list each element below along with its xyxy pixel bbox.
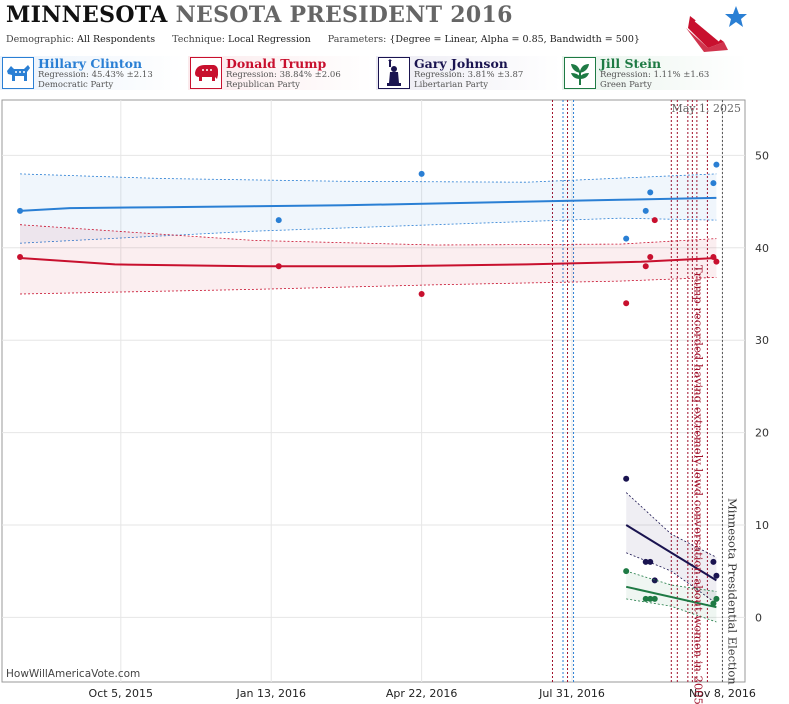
annotation-label: Minnesota Presidential Election [725,498,739,685]
candidate-regression: Regression: 3.81% ±3.87 [414,70,524,80]
candidate-clinton: Hillary Clinton Regression: 45.43% ±2.13… [0,56,185,90]
candidate-name: Gary Johnson [414,56,508,71]
data-point [642,558,649,565]
band-lower-line [626,552,717,604]
data-point [642,595,649,602]
title-sub: NESOTA PRESIDENT 2016 [175,2,513,28]
data-point [642,207,649,214]
x-tick-label: Jan 13, 2016 [236,687,306,700]
confidence-band [20,224,717,294]
date-stamp: May 1, 2025 [671,102,741,115]
data-point [418,170,425,177]
statue-of-liberty-icon [378,57,410,89]
header: MINNESOTA NESOTA PRESIDENT 2016 Demograp… [0,0,789,92]
candidate-johnson: Gary Johnson Regression: 3.81% ±3.87 Lib… [376,56,561,90]
data-point [651,577,658,584]
data-point [642,263,649,270]
candidate-name: Hillary Clinton [38,56,143,71]
data-point [623,300,630,307]
data-point [17,254,24,261]
data-point [710,558,717,565]
candidate-regression: Regression: 38.84% ±2.06 [226,70,341,80]
parameters-line: Demographic: All Respondents Technique: … [6,34,640,45]
band-lower-line [626,598,717,623]
candidate-regression: Regression: 45.43% ±2.13 [38,70,153,80]
trend-line [625,524,717,582]
band-upper-line [625,492,717,558]
candidate-party: Green Party [600,80,652,90]
y-tick-label: 10 [755,519,769,532]
data-point [647,595,654,602]
x-tick-label: Jul 31, 2016 [538,687,605,700]
x-tick-label: Nov 8, 2016 [689,687,756,700]
data-point [647,558,654,565]
site-credit: HowWillAmericaVote.com [6,668,141,680]
confidence-band [20,173,717,244]
data-point [17,207,24,214]
candidate-party: Libertarian Party [414,80,489,90]
trend-line [19,196,717,212]
candidate-name: Donald Trump [226,56,327,71]
page-title: MINNESOTA NESOTA PRESIDENT 2016 [6,2,513,28]
demographic-value: All Respondents [77,34,156,45]
data-point [713,595,720,602]
elephant-icon [190,57,222,89]
candidate-stein: Jill Stein Regression: 1.11% ±1.63 Green… [562,56,747,90]
annotation-label: Trump recorded having extremely lewd con… [691,265,705,704]
y-tick-label: 30 [755,334,769,347]
data-point [713,258,720,265]
logo-icon [686,6,747,52]
band-upper-line [19,224,717,246]
y-tick-label: 50 [755,149,769,162]
y-tick-label: 0 [755,611,762,624]
candidate-party: Republican Party [226,80,300,90]
data-point [623,235,630,242]
data-point [713,572,720,579]
data-point [651,595,658,602]
donkey-icon [2,57,34,89]
technique-value: Local Regression [228,34,311,45]
technique-label: Technique: [172,34,225,45]
plot-frame [1,99,746,683]
trend-line [19,257,717,268]
y-tick-label: 40 [755,242,769,255]
data-point [710,254,717,261]
parameters-label: Parameters: [327,34,387,45]
y-tick-label: 20 [755,427,769,440]
x-tick-label: Apr 22, 2016 [386,687,458,700]
data-point [275,217,282,224]
band-lower-line [19,277,717,295]
data-point [710,180,717,187]
candidate-name: Jill Stein [600,56,662,71]
confidence-band [626,492,717,604]
title-main: MINNESOTA [6,2,168,28]
data-point [418,291,425,297]
data-point [651,217,658,224]
trend-line [625,585,717,609]
leaf-icon [564,57,596,89]
candidate-party: Democratic Party [38,80,114,90]
data-point [275,263,282,270]
data-point [713,161,720,168]
band-upper-line [626,570,717,592]
demographic-label: Demographic: [6,34,75,45]
parameters-value: {Degree = Linear, Alpha = 0.85, Bandwidt… [389,34,640,45]
data-point [710,600,717,607]
x-tick-label: Oct 5, 2015 [89,687,154,700]
poll-chart: 0 10 20 30 40 50 Oct 5, 2015 Jan 13, 2016 Apr 22… [1,99,769,704]
candidate-regression: Regression: 1.11% ±1.63 [600,70,710,80]
data-point [647,189,654,196]
candidate-trump: Donald Trump Regression: 38.84% ±2.06 Re… [188,56,373,90]
data-point [623,475,630,482]
data-point [647,254,654,261]
data-point [623,568,630,575]
